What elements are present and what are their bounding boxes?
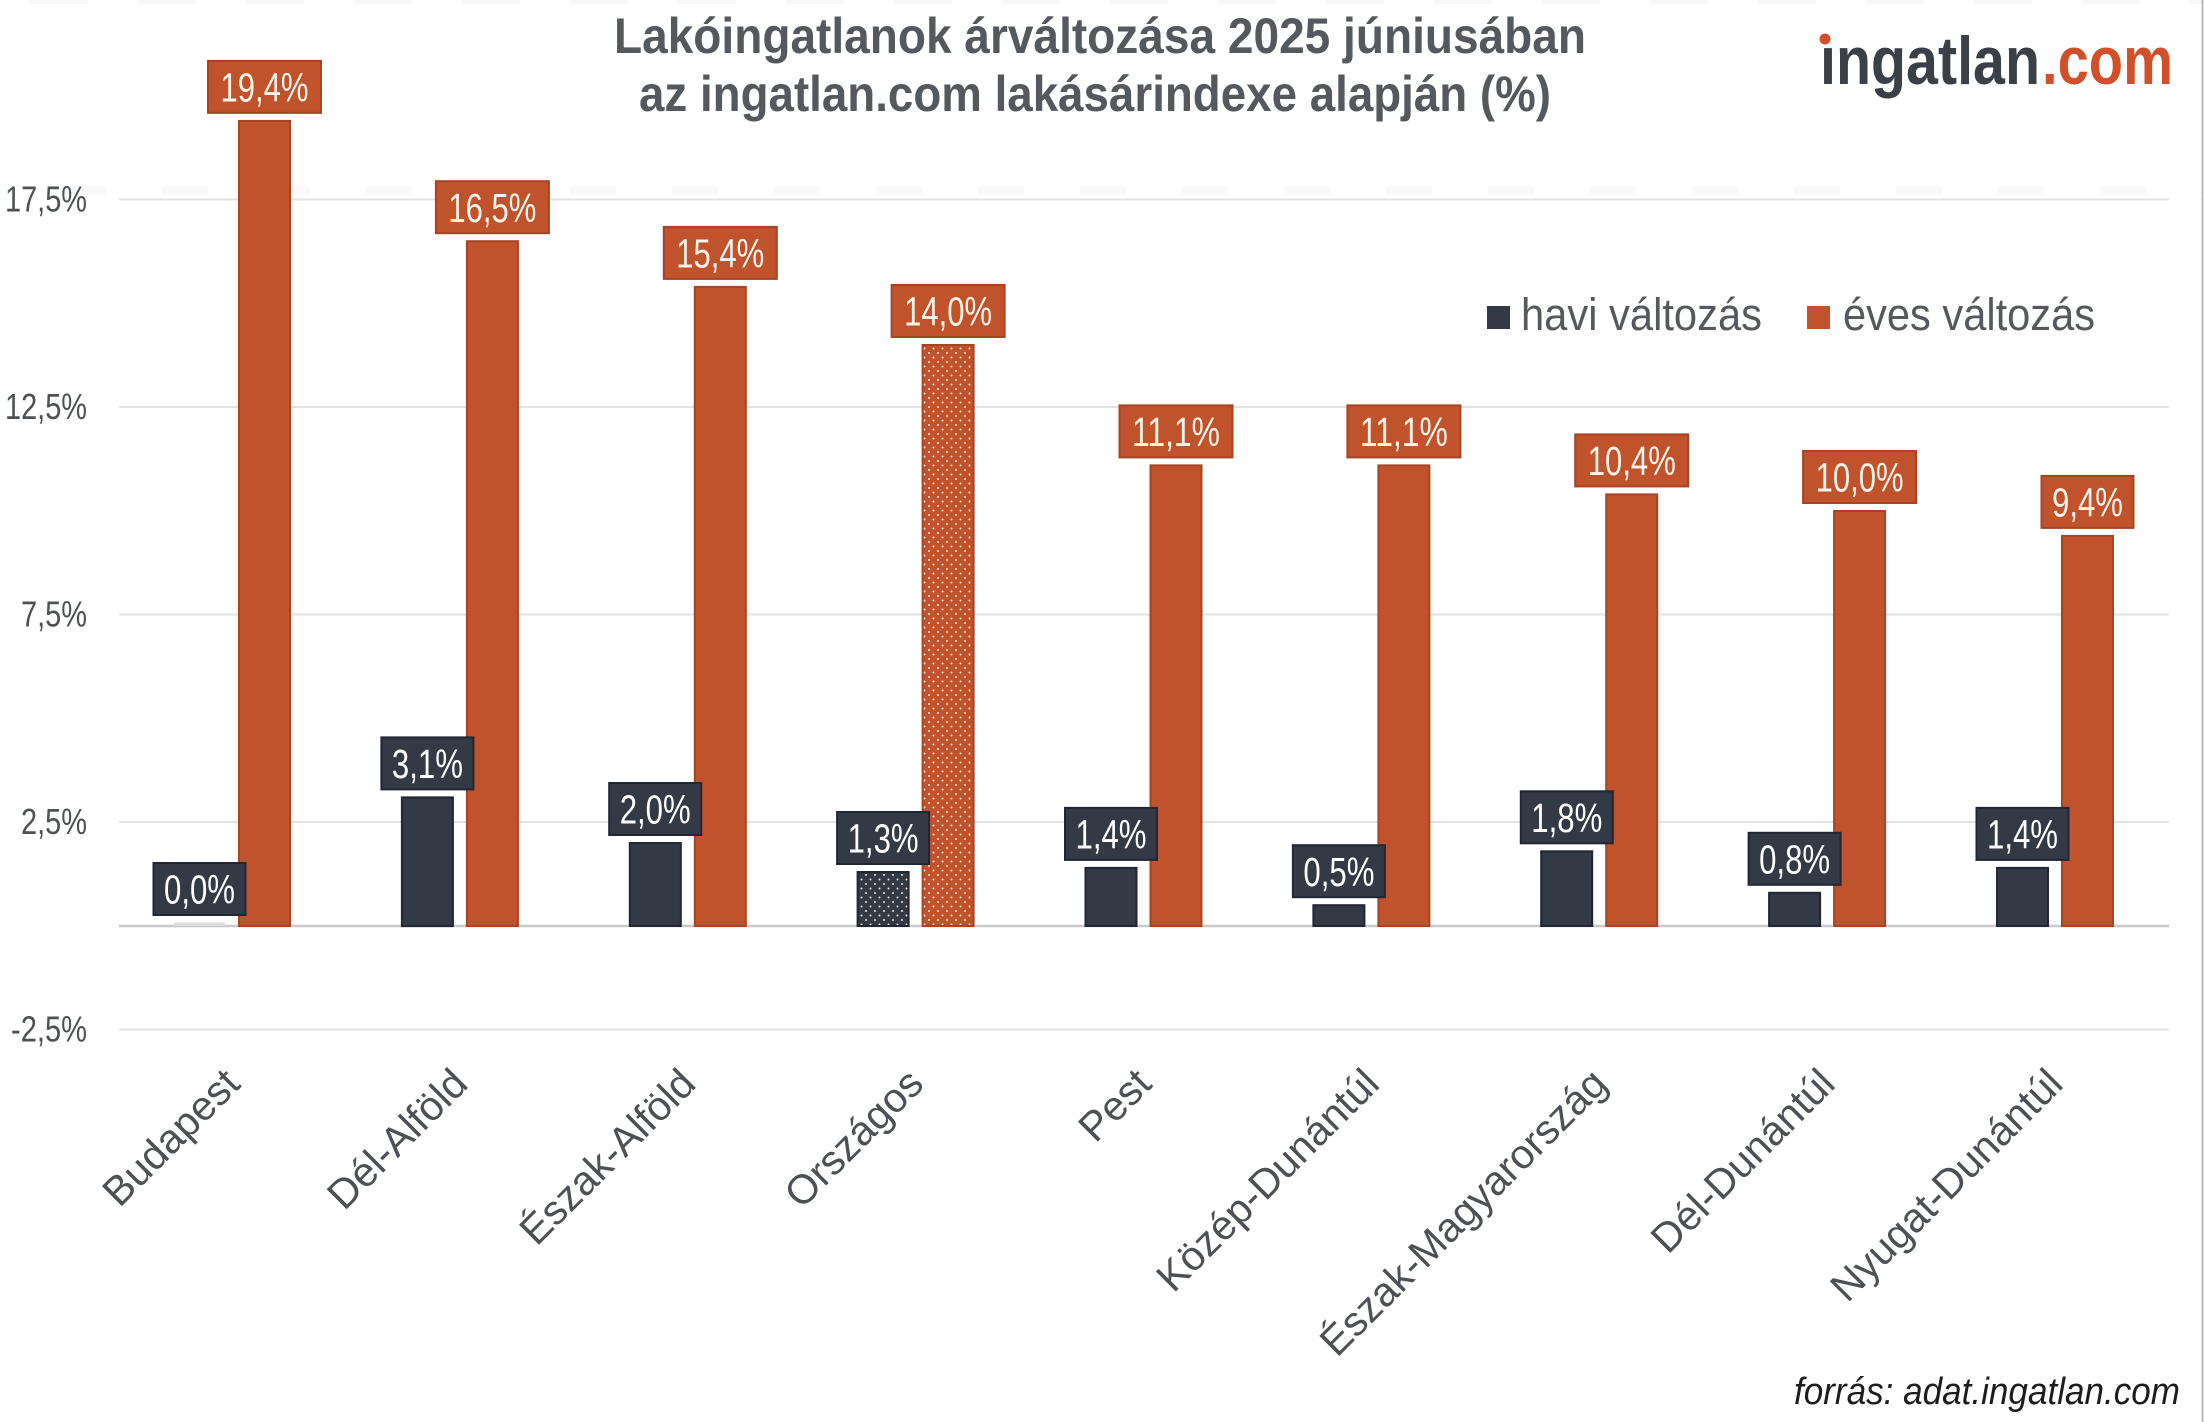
svg-text:16,5%: 16,5% [448,185,536,231]
svg-text:10,0%: 10,0% [1816,455,1904,501]
svg-text:0,8%: 0,8% [1759,836,1830,882]
svg-text:0,5%: 0,5% [1303,849,1374,895]
svg-text:ıngatlan: ıngatlan [1820,23,2040,99]
svg-text:11,1%: 11,1% [1360,409,1448,455]
svg-text:2,5%: 2,5% [21,801,87,842]
svg-text:3,1%: 3,1% [392,741,463,787]
svg-text:17,5%: 17,5% [5,179,87,220]
svg-text:0,0%: 0,0% [164,867,235,913]
svg-text:1,4%: 1,4% [1987,811,2058,857]
svg-text:14,0%: 14,0% [904,289,992,335]
svg-text:10,4%: 10,4% [1588,438,1676,484]
svg-text:15,4%: 15,4% [676,230,764,276]
svg-text:2,0%: 2,0% [620,787,691,833]
svg-text:.com: .com [2042,23,2173,99]
svg-text:az ingatlan.com lakásárindexe: az ingatlan.com lakásárindexe alapján (%… [639,66,1551,122]
svg-text:9,4%: 9,4% [2052,479,2123,525]
svg-text:éves változás: éves változás [1843,289,2095,340]
svg-text:19,4%: 19,4% [221,64,309,110]
svg-text:1,4%: 1,4% [1076,811,1147,857]
svg-text:11,1%: 11,1% [1132,409,1220,455]
svg-text:1,3%: 1,3% [848,816,919,862]
svg-text:havi változás: havi változás [1521,289,1762,340]
svg-text:-2,5%: -2,5% [11,1009,87,1050]
svg-text:7,5%: 7,5% [21,594,87,635]
svg-text:forrás: adat.ingatlan.com: forrás: adat.ingatlan.com [1794,1371,2180,1413]
svg-text:1,8%: 1,8% [1531,795,1602,841]
svg-text:12,5%: 12,5% [5,386,87,427]
svg-text:Lakóingatlanok árváltozása 202: Lakóingatlanok árváltozása 2025 júniusáb… [614,8,1586,64]
